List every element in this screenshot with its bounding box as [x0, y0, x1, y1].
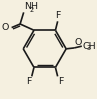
Text: F: F	[26, 77, 31, 86]
Text: O: O	[2, 23, 9, 32]
Text: CH: CH	[82, 42, 96, 51]
Text: F: F	[58, 77, 63, 86]
Text: F: F	[55, 11, 60, 20]
Text: 3: 3	[86, 45, 91, 51]
Text: 2: 2	[29, 7, 33, 13]
Text: O: O	[75, 38, 82, 47]
Text: NH: NH	[24, 2, 38, 11]
